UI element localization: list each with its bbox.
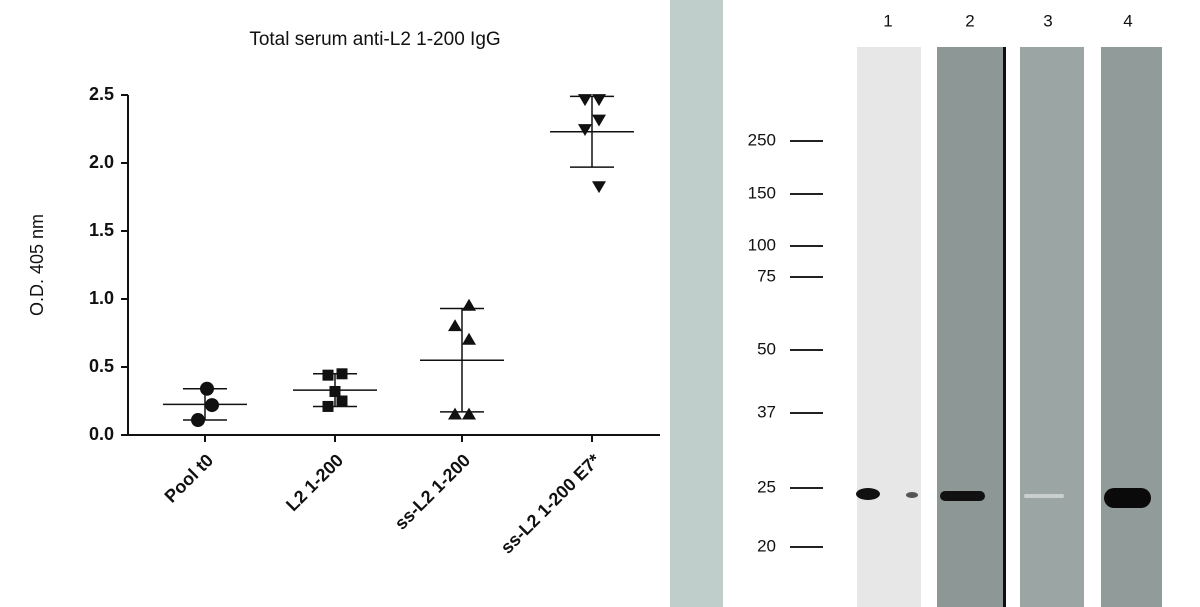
marker-label: 20 — [757, 536, 776, 555]
data-point — [322, 369, 334, 381]
data-point — [462, 407, 476, 420]
x-tick-label: L2 1-200 — [282, 450, 347, 515]
band — [1024, 494, 1064, 498]
band — [856, 488, 880, 500]
lane — [1020, 47, 1084, 607]
data-point — [200, 381, 214, 396]
data-point — [448, 407, 462, 420]
data-point — [592, 94, 606, 107]
y-tick-label: 0.0 — [89, 424, 114, 444]
data-point — [336, 395, 348, 407]
data-point — [336, 368, 348, 380]
band — [1104, 488, 1151, 508]
lane — [937, 47, 1005, 607]
marker-label: 250 — [748, 130, 776, 149]
y-axis-label: O.D. 405 nm — [27, 214, 47, 316]
data-point — [329, 385, 341, 397]
data-point — [578, 94, 592, 107]
blot — [856, 47, 1162, 607]
data-point — [191, 413, 205, 428]
lane — [857, 47, 921, 607]
data-point — [462, 332, 476, 345]
data-point — [592, 114, 606, 127]
y-tick-label: 0.5 — [89, 356, 114, 376]
marker-label: 37 — [757, 402, 776, 421]
marker-label: 25 — [757, 477, 776, 496]
y-tick-label: 1.0 — [89, 288, 114, 308]
data-point — [205, 398, 219, 413]
data-point — [322, 400, 334, 412]
lane-label: 3 — [1043, 11, 1052, 30]
x-tick-label: ss-L2 1-200 — [391, 450, 474, 533]
chart-title: Total serum anti-L2 1-200 IgG — [249, 29, 500, 50]
marker-label: 150 — [748, 183, 776, 202]
marker-label: 75 — [757, 266, 776, 285]
data-point — [578, 124, 592, 136]
marker-label: 50 — [757, 339, 776, 358]
x-tick-label: ss-L2 1-200 E7* — [497, 450, 605, 558]
lane-edge — [1003, 47, 1006, 607]
y-tick-label: 2.0 — [89, 152, 114, 172]
data-point — [462, 298, 476, 311]
lane — [1101, 47, 1162, 607]
lane-label: 2 — [965, 11, 974, 30]
y-tick-label: 2.5 — [89, 84, 114, 104]
band — [940, 491, 985, 501]
band — [906, 492, 918, 498]
x-tick-label: Pool t0 — [161, 450, 218, 507]
y-tick-label: 1.5 — [89, 220, 114, 240]
data-point — [448, 319, 462, 332]
lane-label: 1 — [883, 11, 892, 30]
separator — [670, 0, 723, 607]
marker-label: 100 — [748, 235, 776, 254]
lane-label: 4 — [1123, 11, 1132, 30]
data-point — [592, 181, 606, 194]
